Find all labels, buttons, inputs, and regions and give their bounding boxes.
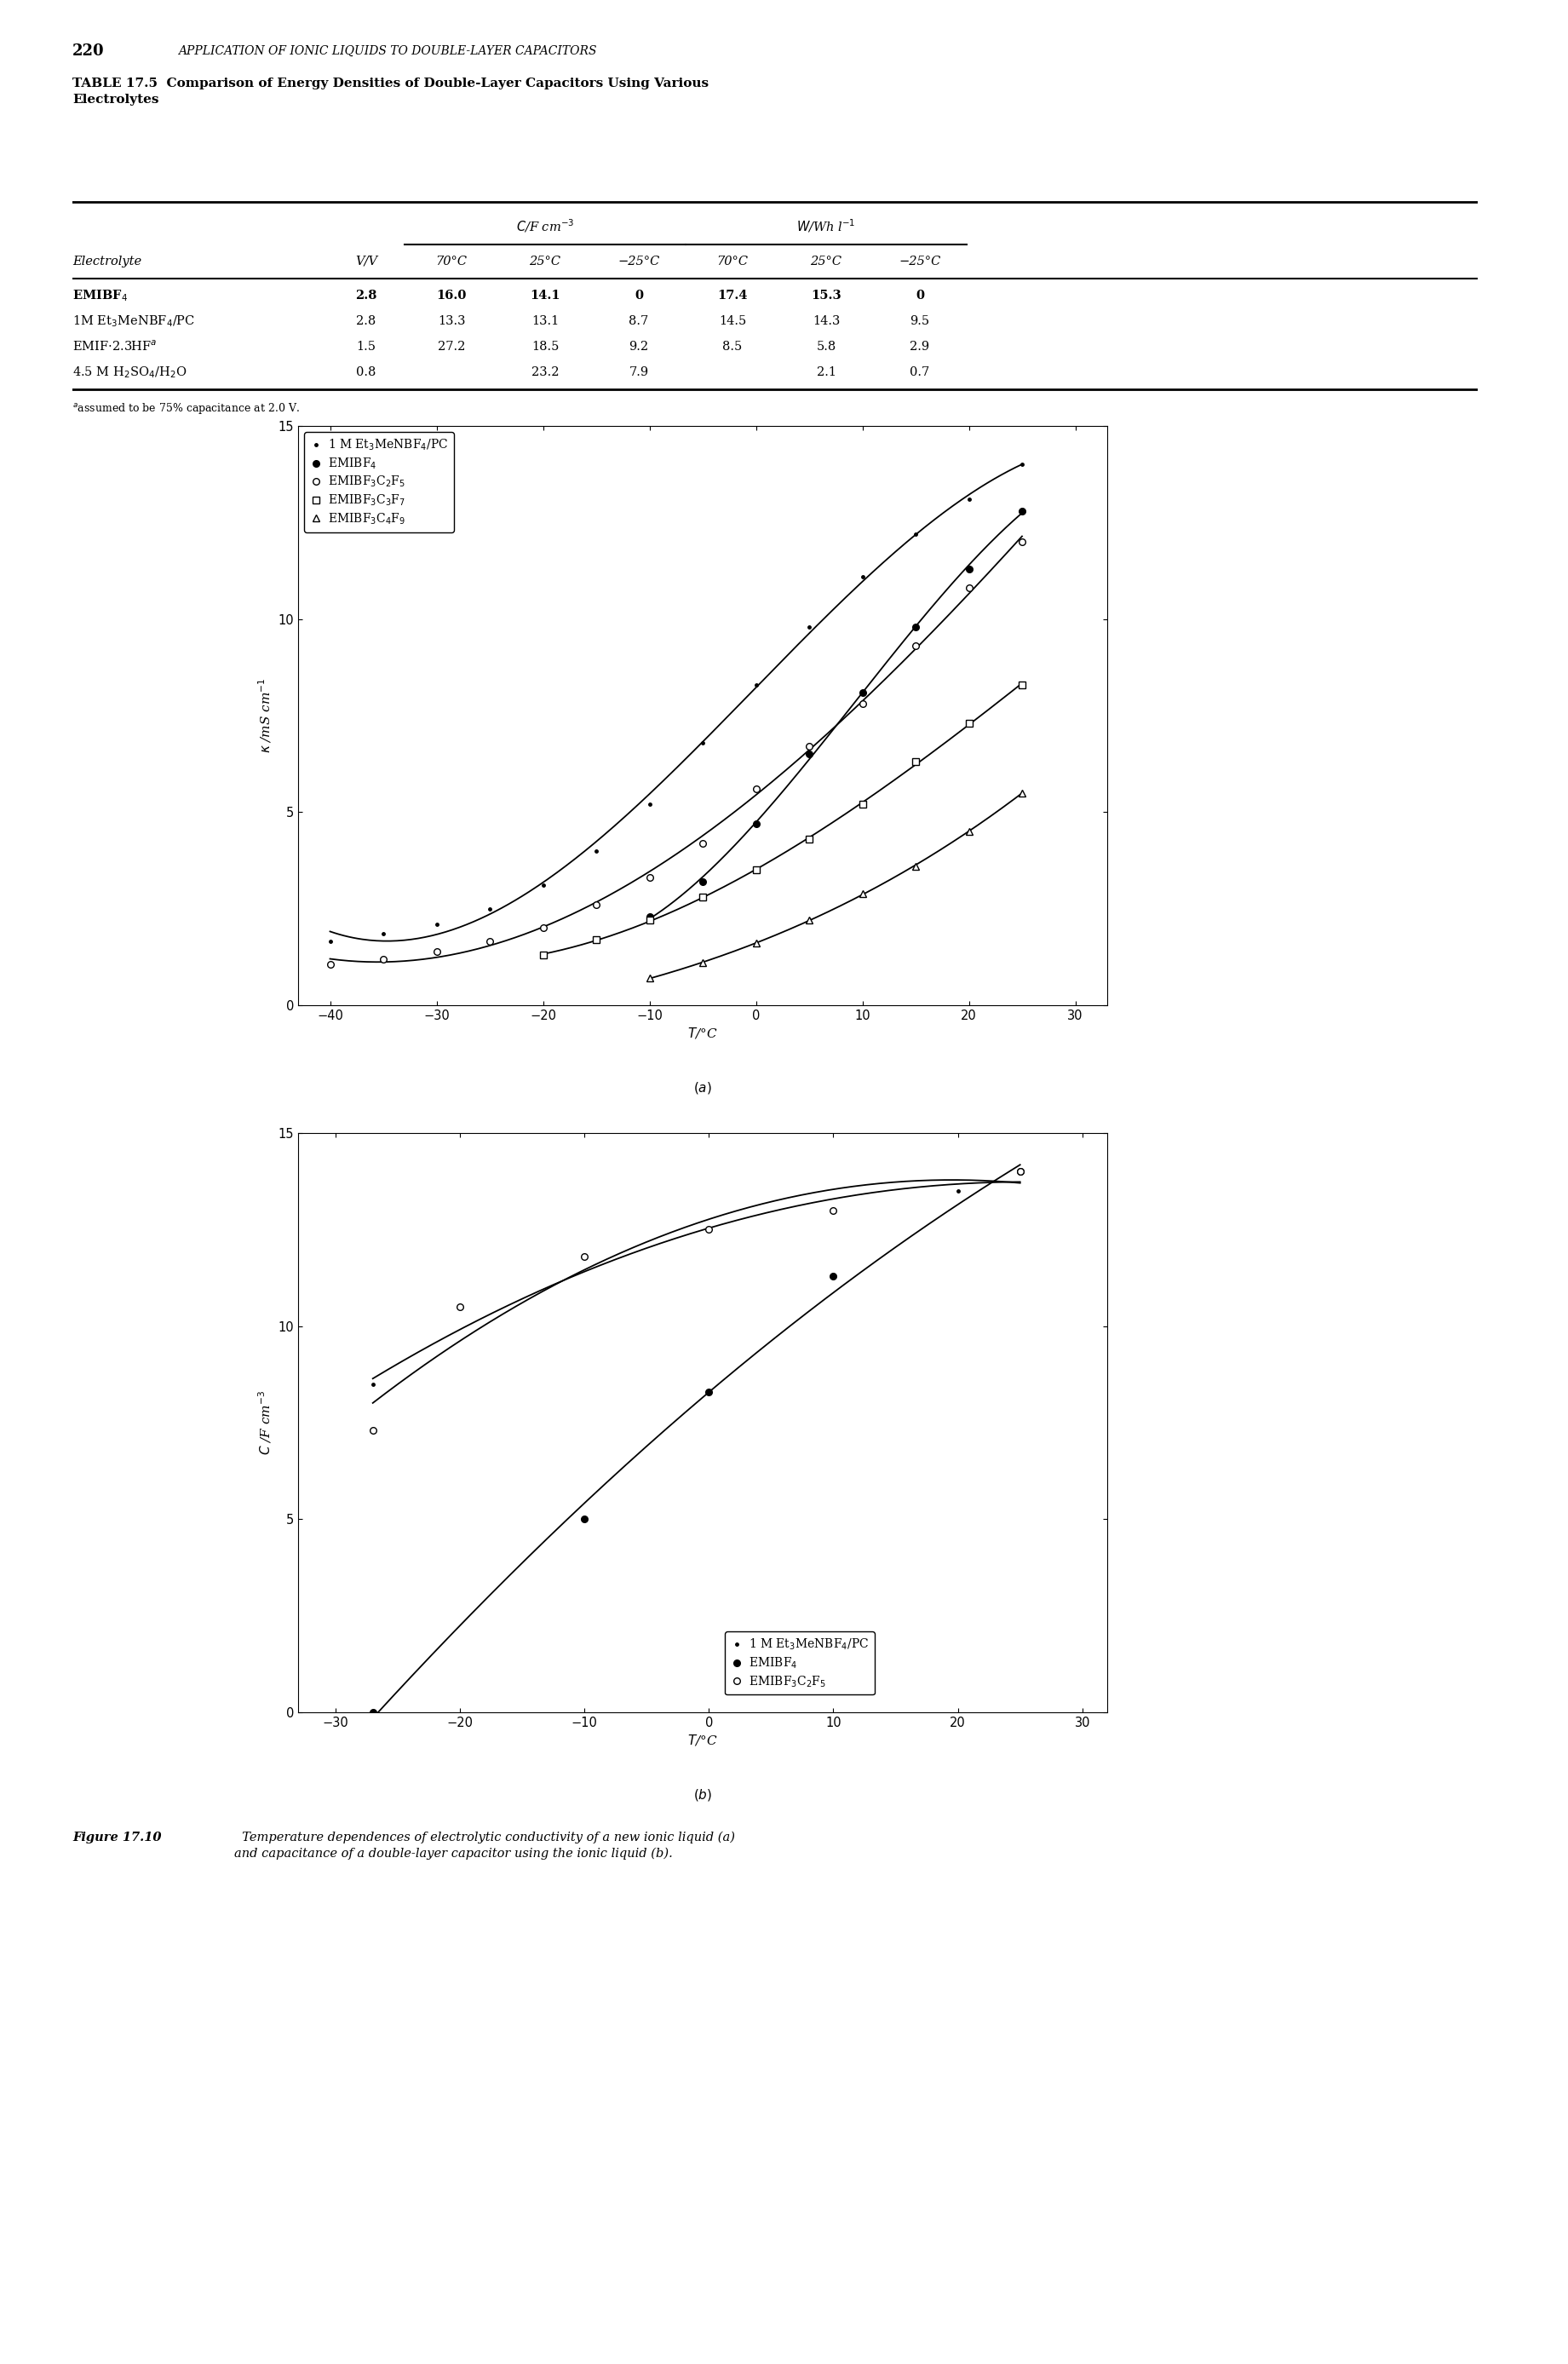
Text: 1M Et$_3$MeNBF$_4$/PC: 1M Et$_3$MeNBF$_4$/PC [72, 314, 194, 329]
Text: 9.2: 9.2 [629, 340, 649, 352]
Text: 14.5: 14.5 [718, 314, 746, 326]
Text: EMIF$\cdot$2.3HF$^a$: EMIF$\cdot$2.3HF$^a$ [72, 340, 157, 355]
Text: 8.7: 8.7 [629, 314, 649, 326]
Text: 17.4: 17.4 [717, 291, 748, 303]
Text: TABLE 17.5  Comparison of Energy Densities of Double-Layer Capacitors Using Vari: TABLE 17.5 Comparison of Energy Densitie… [72, 78, 709, 106]
Text: 220: 220 [72, 43, 105, 59]
Text: $(b)$: $(b)$ [693, 1787, 712, 1804]
Text: $^a$assumed to be 75% capacitance at 2.0 V.: $^a$assumed to be 75% capacitance at 2.0… [72, 402, 299, 416]
Text: V/V: V/V [354, 255, 378, 267]
Y-axis label: $\kappa$ /mS cm$^{-1}$: $\kappa$ /mS cm$^{-1}$ [257, 678, 273, 754]
Text: 27.2: 27.2 [437, 340, 466, 352]
Text: 15.3: 15.3 [811, 291, 842, 303]
Legend: 1 M Et$_3$MeNBF$_4$/PC, EMIBF$_4$, EMIBF$_3$C$_2$F$_5$: 1 M Et$_3$MeNBF$_4$/PC, EMIBF$_4$, EMIBF… [724, 1631, 875, 1695]
Text: 2.8: 2.8 [356, 291, 376, 303]
Text: 14.1: 14.1 [530, 291, 560, 303]
Text: $(a)$: $(a)$ [693, 1080, 712, 1097]
Text: −25°C: −25°C [618, 255, 660, 267]
Text: 13.3: 13.3 [437, 314, 466, 326]
Text: 16.0: 16.0 [436, 291, 466, 303]
Text: 2.8: 2.8 [356, 314, 376, 326]
Text: 70°C: 70°C [717, 255, 748, 267]
Text: APPLICATION OF IONIC LIQUIDS TO DOUBLE-LAYER CAPACITORS: APPLICATION OF IONIC LIQUIDS TO DOUBLE-L… [177, 45, 596, 57]
Text: 25°C: 25°C [530, 255, 561, 267]
Text: 2.9: 2.9 [909, 340, 930, 352]
Text: 70°C: 70°C [436, 255, 467, 267]
Text: 1.5: 1.5 [356, 340, 376, 352]
Text: Electrolyte: Electrolyte [72, 255, 141, 267]
Text: 0: 0 [916, 291, 924, 303]
Text: 18.5: 18.5 [532, 340, 558, 352]
Text: 0.7: 0.7 [909, 366, 930, 378]
Text: 9.5: 9.5 [909, 314, 930, 326]
Text: $C$/F cm$^{-3}$: $C$/F cm$^{-3}$ [516, 217, 574, 234]
Text: $W$/Wh l$^{-1}$: $W$/Wh l$^{-1}$ [797, 217, 856, 234]
Text: 14.3: 14.3 [812, 314, 840, 326]
Text: −25°C: −25°C [898, 255, 941, 267]
X-axis label: $T$/°C: $T$/°C [687, 1733, 718, 1747]
Text: 2.1: 2.1 [817, 366, 836, 378]
Text: 25°C: 25°C [811, 255, 842, 267]
Text: EMIBF$_4$: EMIBF$_4$ [72, 288, 127, 303]
Text: 0: 0 [635, 291, 643, 303]
Text: Temperature dependences of electrolytic conductivity of a new ionic liquid (a)
a: Temperature dependences of electrolytic … [234, 1832, 735, 1860]
Text: 0.8: 0.8 [356, 366, 376, 378]
Text: 23.2: 23.2 [532, 366, 558, 378]
Text: 13.1: 13.1 [532, 314, 558, 326]
X-axis label: $T$/°C: $T$/°C [687, 1026, 718, 1040]
Text: 4.5 M H$_2$SO$_4$/H$_2$O: 4.5 M H$_2$SO$_4$/H$_2$O [72, 364, 187, 381]
Y-axis label: $C$ /F cm$^{-3}$: $C$ /F cm$^{-3}$ [257, 1390, 273, 1456]
Text: 7.9: 7.9 [629, 366, 649, 378]
Text: 5.8: 5.8 [817, 340, 836, 352]
Legend: 1 M Et$_3$MeNBF$_4$/PC, EMIBF$_4$, EMIBF$_3$C$_2$F$_5$, EMIBF$_3$C$_3$F$_7$, EMI: 1 M Et$_3$MeNBF$_4$/PC, EMIBF$_4$, EMIBF… [304, 433, 453, 532]
Text: 8.5: 8.5 [723, 340, 742, 352]
Text: Figure 17.10: Figure 17.10 [72, 1832, 162, 1844]
